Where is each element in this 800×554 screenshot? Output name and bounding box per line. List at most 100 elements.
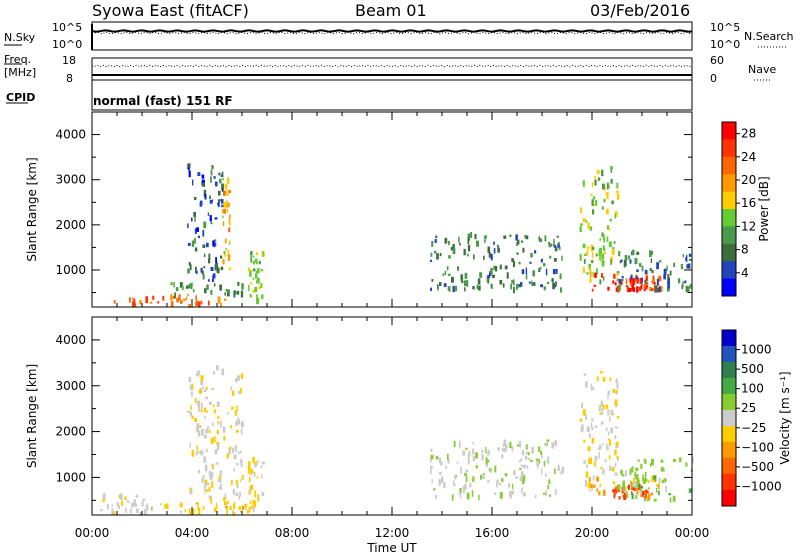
velocity-frame — [91, 316, 693, 516]
colorbar-segment — [722, 442, 736, 459]
echo-cell — [219, 178, 222, 184]
echo-cell — [248, 490, 251, 495]
echo-cell — [130, 508, 132, 514]
colorbar-tick-label: 1000 — [741, 343, 772, 357]
echo-cell — [198, 405, 200, 412]
echo-cell — [502, 443, 505, 447]
echo-cell — [616, 272, 619, 276]
colorbar-segment — [722, 378, 736, 395]
echo-cell — [479, 272, 483, 278]
x-tick-label: 20:00 — [575, 526, 610, 540]
echo-cell — [621, 474, 625, 477]
echo-cell — [504, 473, 508, 477]
echo-cell — [216, 267, 220, 274]
echo-cell — [661, 479, 665, 483]
echo-cell — [172, 295, 176, 299]
echo-cell — [513, 279, 515, 286]
colorbar-segment — [722, 139, 736, 158]
echo-cell — [445, 466, 448, 469]
echo-cell — [620, 469, 623, 475]
echo-cell — [605, 427, 608, 432]
echo-cell — [640, 283, 643, 287]
echo-cell — [647, 487, 650, 490]
echo-cell — [224, 238, 227, 244]
echo-cell — [518, 261, 521, 265]
echo-cell — [609, 416, 611, 422]
echo-cell — [499, 279, 503, 285]
echo-cell — [608, 227, 611, 231]
echo-cell — [211, 388, 215, 391]
echo-cell — [233, 454, 237, 460]
echo-cell — [503, 439, 507, 447]
echo-cell — [179, 502, 183, 508]
echo-cell — [610, 166, 613, 170]
echo-cell — [512, 261, 515, 268]
echo-cell — [604, 459, 607, 463]
echo-cell — [640, 485, 644, 489]
echo-cell — [543, 461, 546, 467]
echo-cell — [516, 252, 519, 255]
echo-cell — [532, 270, 535, 277]
echo-cell — [238, 507, 242, 510]
echo-cell — [471, 490, 474, 497]
echo-cell — [194, 397, 197, 404]
echo-cell — [505, 444, 508, 449]
echo-cell — [595, 268, 598, 275]
echo-cell — [606, 443, 608, 450]
colorbar-tick-label: 12 — [741, 219, 756, 233]
echo-cell — [606, 208, 609, 215]
echo-cell — [190, 391, 193, 397]
echo-cell — [180, 300, 183, 304]
echo-cell — [214, 239, 217, 242]
echo-cell — [139, 300, 142, 305]
echo-cell — [664, 478, 667, 483]
echo-cell — [635, 486, 637, 489]
echo-cell — [691, 456, 694, 464]
echo-cell — [224, 501, 228, 505]
echo-cell — [180, 510, 182, 514]
echo-cell — [150, 301, 153, 304]
echo-cell — [237, 420, 241, 425]
echo-cell — [560, 287, 562, 293]
echo-cell — [618, 279, 622, 284]
echo-cell — [239, 478, 242, 483]
echo-cell — [518, 440, 522, 448]
echo-cell — [588, 458, 591, 464]
echo-cell — [506, 272, 509, 279]
echo-cell — [191, 450, 194, 457]
echo-cell — [656, 287, 660, 293]
echo-cell — [488, 273, 492, 276]
echo-cell — [471, 448, 475, 455]
echo-cell — [481, 449, 484, 454]
echo-cell — [658, 477, 661, 484]
echo-cell — [625, 284, 628, 287]
echo-cell — [202, 506, 205, 510]
echo-cell — [591, 437, 595, 444]
colorbar-segment — [722, 243, 736, 262]
echo-cell — [467, 237, 470, 245]
echo-cell — [194, 216, 196, 222]
echo-cell — [228, 267, 232, 270]
echo-cell — [458, 440, 461, 448]
echo-cell — [639, 490, 642, 494]
echo-cell — [685, 255, 688, 262]
echo-cell — [433, 488, 436, 491]
echo-cell — [591, 418, 594, 422]
echo-cell — [197, 400, 200, 406]
echo-cell — [583, 460, 586, 464]
echo-cell — [599, 444, 602, 450]
echo-cell — [516, 242, 518, 247]
echo-cell — [497, 244, 499, 248]
echo-cell — [194, 418, 198, 422]
echo-cell — [633, 288, 636, 292]
echo-cell — [663, 274, 666, 280]
echo-cell — [545, 268, 548, 276]
echo-cell — [441, 476, 444, 483]
echo-cell — [213, 436, 216, 443]
echo-cell — [255, 252, 258, 256]
echo-cell — [434, 250, 437, 254]
echo-cell — [688, 258, 692, 261]
echo-cell — [214, 507, 217, 513]
echo-cell — [673, 458, 676, 462]
echo-cell — [658, 260, 662, 263]
